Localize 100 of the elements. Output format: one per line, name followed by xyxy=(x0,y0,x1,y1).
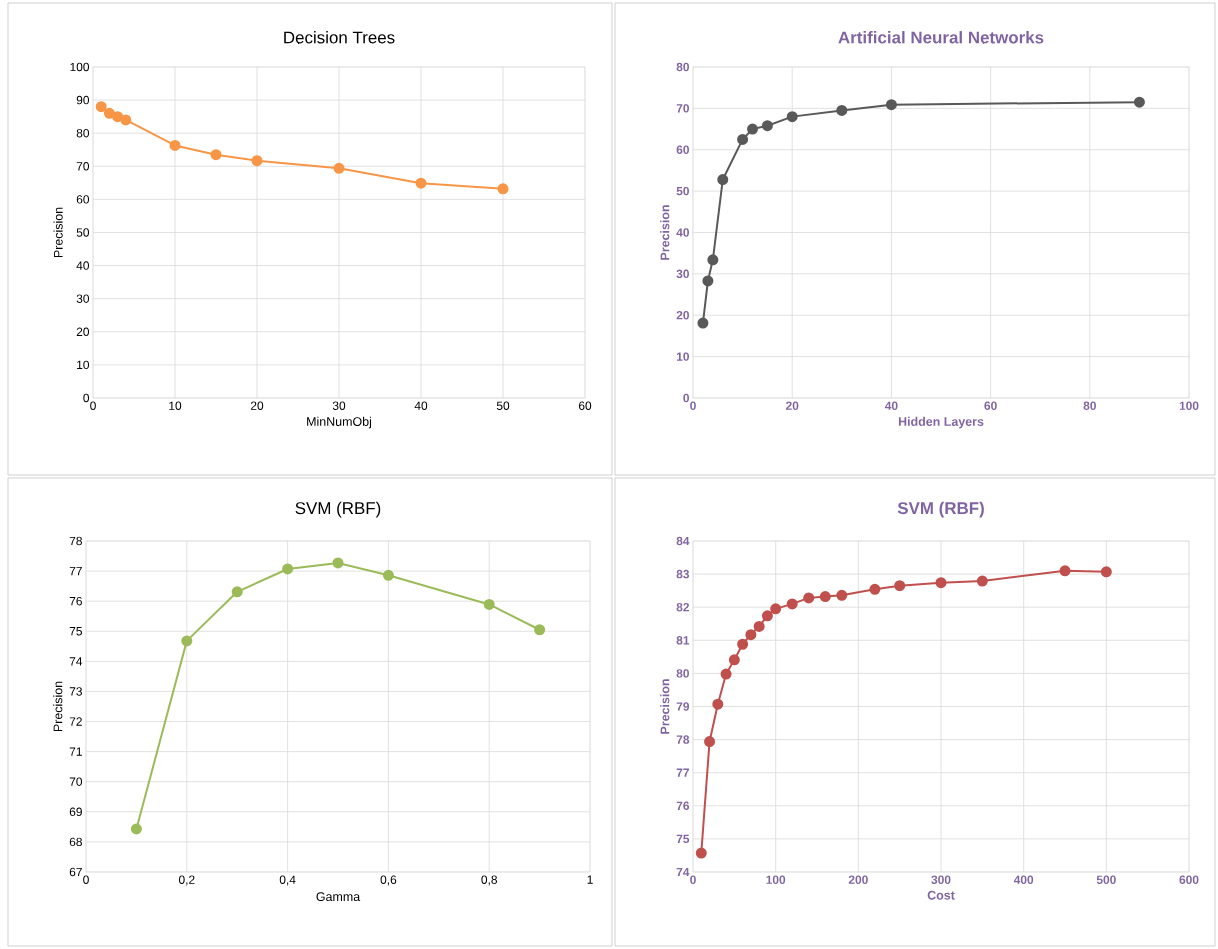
point xyxy=(717,174,729,186)
point xyxy=(210,149,222,161)
y-tick-label: 70 xyxy=(69,777,83,786)
point xyxy=(282,563,294,575)
y-tick-label: 75 xyxy=(69,627,82,636)
point xyxy=(745,629,757,641)
x-tick-label: 0 xyxy=(90,401,96,410)
point xyxy=(251,155,263,167)
y-tick-label: 80 xyxy=(676,669,689,678)
y-tick-label: 20 xyxy=(676,311,689,320)
point xyxy=(786,111,798,123)
point xyxy=(761,610,773,622)
y-tick-label: 68 xyxy=(69,837,82,847)
point xyxy=(836,104,848,116)
y-tick-label: 70 xyxy=(676,104,689,113)
x-tick-label: 40 xyxy=(884,401,898,410)
y-tick-label: 10 xyxy=(676,352,689,361)
x-tick-label: 1 xyxy=(587,875,593,884)
point xyxy=(1133,96,1145,108)
y-tick-label: 76 xyxy=(69,596,82,606)
y-tick-label: 73 xyxy=(69,687,82,696)
point xyxy=(1059,565,1071,577)
point xyxy=(803,592,815,604)
x-tick-label: 20 xyxy=(250,401,264,410)
y-tick-label: 40 xyxy=(76,261,90,270)
x-tick-label: 30 xyxy=(332,401,346,410)
x-axis-title: Cost xyxy=(927,890,955,900)
x-tick-label: 10 xyxy=(169,401,182,410)
y-tick-label: 74 xyxy=(69,657,83,666)
y-tick-label: 77 xyxy=(676,768,689,777)
y-tick-label: 77 xyxy=(69,566,82,576)
point xyxy=(382,569,394,581)
x-tick-label: 40 xyxy=(414,401,428,410)
point xyxy=(786,598,798,610)
y-tick-label: 74 xyxy=(676,867,690,877)
x-tick-label: 0,8 xyxy=(481,875,497,886)
point xyxy=(169,139,181,151)
x-tick-label: 500 xyxy=(1096,875,1116,884)
point xyxy=(753,620,765,632)
x-tick-label: 400 xyxy=(1013,875,1034,884)
x-tick-label: 0,6 xyxy=(380,875,397,886)
point xyxy=(869,583,881,595)
point xyxy=(534,624,546,636)
point xyxy=(231,586,243,598)
point xyxy=(415,177,427,189)
point xyxy=(819,591,831,603)
point xyxy=(720,668,732,680)
point xyxy=(1100,566,1112,578)
point xyxy=(103,107,115,119)
x-tick-label: 0,4 xyxy=(279,875,296,886)
point xyxy=(181,635,193,647)
x-tick-label: 60 xyxy=(578,401,592,410)
y-tick-label: 10 xyxy=(77,360,90,370)
y-axis-title: Precision xyxy=(53,207,63,258)
point xyxy=(737,133,749,145)
y-tick-label: 50 xyxy=(676,186,689,196)
y-tick-label: 72 xyxy=(69,717,82,726)
x-tick-label: 100 xyxy=(766,875,786,884)
y-tick-label: 90 xyxy=(76,95,90,105)
x-tick-label: 600 xyxy=(1179,875,1199,884)
chart-title: Artificial Neural Networks xyxy=(838,31,1044,44)
point xyxy=(885,99,897,111)
point xyxy=(728,654,740,666)
chart-title: Decision Trees xyxy=(284,31,395,44)
y-axis-title: Precision xyxy=(660,205,670,260)
point xyxy=(112,111,124,123)
point xyxy=(707,254,719,266)
y-tick-label: 80 xyxy=(76,128,90,138)
y-tick-label: 30 xyxy=(76,294,90,303)
y-tick-label: 80 xyxy=(676,62,689,72)
y-tick-label: 71 xyxy=(69,747,82,756)
y-tick-label: 76 xyxy=(676,801,690,811)
point xyxy=(483,598,495,610)
point xyxy=(712,698,724,710)
point xyxy=(497,183,509,195)
y-tick-label: 82 xyxy=(676,602,690,612)
y-tick-label: 83 xyxy=(676,569,690,579)
point xyxy=(333,162,345,174)
point xyxy=(130,823,142,835)
y-tick-label: 0 xyxy=(83,393,90,403)
y-tick-label: 60 xyxy=(76,195,90,204)
y-axis-title: Precision xyxy=(660,679,670,734)
y-tick-label: 69 xyxy=(69,807,82,817)
y-tick-label: 0 xyxy=(683,393,689,403)
x-tick-label: 200 xyxy=(848,875,868,884)
x-tick-label: 60 xyxy=(984,401,997,410)
y-tick-label: 75 xyxy=(676,834,690,844)
y-tick-label: 78 xyxy=(69,536,82,546)
y-tick-label: 67 xyxy=(69,867,82,877)
y-tick-label: 20 xyxy=(76,327,90,337)
x-axis-title: MinNumObj xyxy=(307,416,372,429)
y-tick-label: 81 xyxy=(676,636,690,645)
point xyxy=(935,577,947,589)
chart-title: SVM (RBF) xyxy=(897,501,984,518)
x-tick-label: 100 xyxy=(1179,401,1199,410)
point xyxy=(704,736,716,748)
x-tick-label: 0,2 xyxy=(178,875,195,886)
x-tick-label: 0 xyxy=(690,875,696,884)
point xyxy=(976,575,988,587)
point xyxy=(332,557,344,569)
